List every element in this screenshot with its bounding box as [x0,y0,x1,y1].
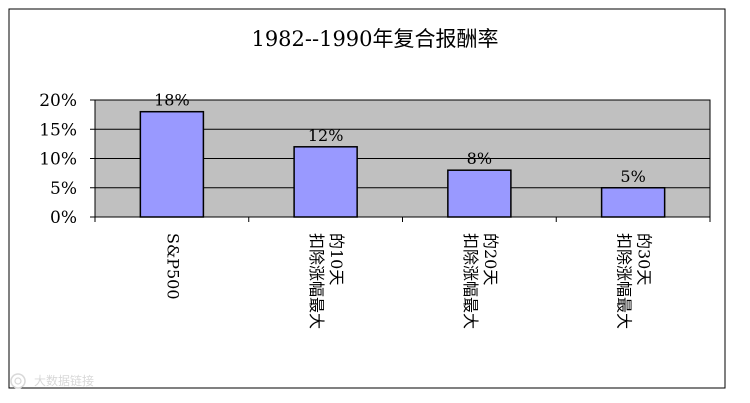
category-label: 扣除涨幅最大 [615,233,634,329]
watermark-text: 大数据链接 [34,373,94,388]
y-tick-label: 0% [50,208,77,228]
category-label: 的30天 [635,233,654,285]
bar [600,187,666,218]
category-label: 的10天 [327,233,346,285]
data-label: 5% [620,167,645,186]
y-tick-label: 15% [39,120,77,140]
category-label: 的20天 [481,233,500,285]
y-tick-label: 10% [39,150,77,170]
bar [293,146,358,218]
data-label: 12% [308,126,344,145]
category-label: 扣除涨幅最大 [461,233,480,329]
bar [447,169,512,218]
camera-logo-icon [10,373,26,389]
category-label: S&P500 [163,233,182,300]
y-tick-label: 20% [39,91,77,111]
y-tick-label: 5% [50,179,77,199]
data-label: 18% [154,91,190,110]
bar [139,110,205,218]
watermark: 大数据链接 [10,373,94,389]
data-label: 8% [467,149,492,168]
chart-title: 1982--1990年复合报酬率 [251,27,498,51]
category-label: 扣除涨幅最大 [307,233,326,329]
